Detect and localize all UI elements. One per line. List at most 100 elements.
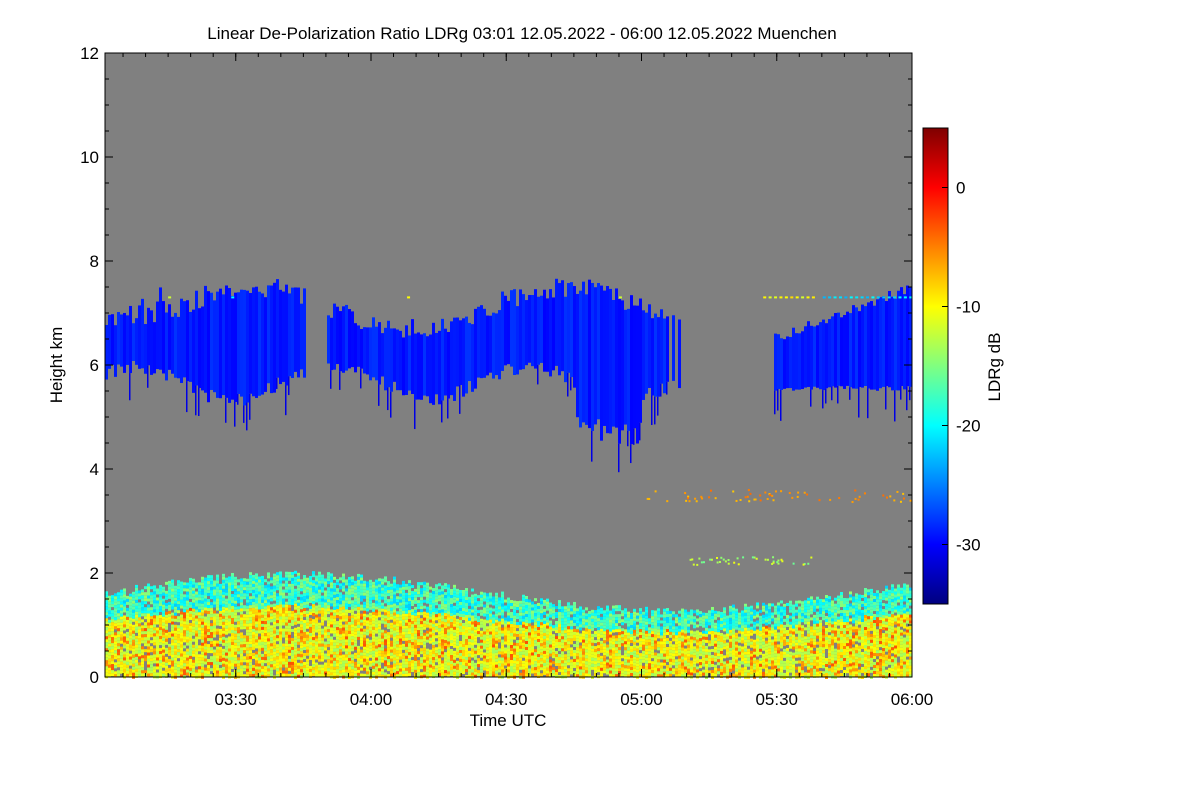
aerosol-cell xyxy=(456,660,459,664)
aerosol-cell xyxy=(222,633,225,637)
aerosol-cell xyxy=(408,652,411,656)
aerosol-cell xyxy=(456,651,459,655)
aerosol-cell xyxy=(156,597,159,601)
aerosol-cell xyxy=(498,621,501,625)
aerosol-cell xyxy=(138,671,141,675)
aerosol-cell xyxy=(630,640,633,644)
aerosol-cell xyxy=(519,627,522,631)
aerosol-cell xyxy=(639,635,642,639)
aerosol-cell xyxy=(321,628,324,632)
aerosol-cell xyxy=(135,641,138,645)
aerosol-cell xyxy=(264,615,267,619)
aerosol-cell xyxy=(357,645,360,649)
aerosol-cell xyxy=(543,608,546,612)
aerosol-cell xyxy=(306,598,309,602)
aerosol-cell xyxy=(120,607,123,611)
aerosol-cell xyxy=(630,670,633,674)
aerosol-cell xyxy=(537,632,540,636)
aerosol-cell xyxy=(213,619,216,623)
aerosol-cell xyxy=(444,673,447,677)
aerosol-cell xyxy=(486,614,489,618)
aerosol-cell xyxy=(324,608,327,612)
aerosol-cell xyxy=(504,641,507,645)
aerosol-cell xyxy=(567,620,570,624)
aerosol-cell xyxy=(351,591,354,595)
aerosol-cell xyxy=(408,613,411,617)
aerosol-cell xyxy=(525,595,528,599)
aerosol-cell xyxy=(321,601,324,605)
aerosol-cell xyxy=(513,618,516,622)
aerosol-cell xyxy=(333,618,336,622)
aerosol-cell xyxy=(387,584,390,588)
aerosol-cell xyxy=(261,608,264,612)
aerosol-cell xyxy=(279,598,282,602)
aerosol-cell xyxy=(279,634,282,638)
aerosol-cell xyxy=(114,638,117,642)
aerosol-cell xyxy=(300,627,303,631)
aerosol-cell xyxy=(420,597,423,601)
aerosol-cell xyxy=(444,667,447,671)
aerosol-cell xyxy=(627,629,630,633)
aerosol-cell xyxy=(405,661,408,665)
aerosol-cell xyxy=(315,623,318,627)
aerosol-cell xyxy=(159,597,162,601)
aerosol-cell xyxy=(378,665,381,669)
aerosol-cell xyxy=(366,644,369,648)
aerosol-cell xyxy=(237,663,240,667)
aerosol-cell xyxy=(528,629,531,633)
aerosol-cell xyxy=(630,619,633,623)
aerosol-cell xyxy=(129,641,132,645)
aerosol-cell xyxy=(231,611,234,615)
aerosol-cell xyxy=(261,668,264,672)
aerosol-cell xyxy=(162,592,165,596)
aerosol-cell xyxy=(600,640,603,644)
aerosol-cell xyxy=(378,656,381,660)
aerosol-cell xyxy=(270,577,273,581)
aerosol-cell xyxy=(294,654,297,658)
aerosol-cell xyxy=(213,592,216,596)
aerosol-cell xyxy=(615,653,618,657)
aerosol-cell xyxy=(399,644,402,648)
aerosol-cell xyxy=(393,669,396,673)
aerosol-cell xyxy=(585,619,588,623)
aerosol-cell xyxy=(147,625,150,629)
aerosol-cell xyxy=(315,641,318,645)
aerosol-cell xyxy=(324,668,327,672)
aerosol-cell xyxy=(204,661,207,665)
aerosol-cell xyxy=(558,612,561,616)
aerosol-cell xyxy=(243,641,246,645)
aerosol-cell xyxy=(207,662,210,666)
aerosol-cell xyxy=(315,584,318,588)
aerosol-cell xyxy=(114,644,117,648)
aerosol-cell xyxy=(111,595,114,599)
aerosol-cell xyxy=(402,622,405,626)
aerosol-cell xyxy=(321,598,324,602)
aerosol-cell xyxy=(240,623,243,627)
aerosol-cell xyxy=(138,596,141,600)
aerosol-cell xyxy=(147,667,150,671)
aerosol-cell xyxy=(357,621,360,625)
aerosol-cell xyxy=(201,615,204,619)
aerosol-cell xyxy=(615,617,618,621)
aerosol-cell xyxy=(177,592,180,596)
aerosol-cell xyxy=(645,657,648,661)
aerosol-cell xyxy=(624,617,627,621)
aerosol-cell xyxy=(276,575,279,579)
aerosol-cell xyxy=(249,635,252,639)
aerosol-cell xyxy=(279,607,282,611)
aerosol-cell xyxy=(462,653,465,657)
aerosol-cell xyxy=(606,629,609,633)
aerosol-cell xyxy=(399,626,402,630)
aerosol-cell xyxy=(336,630,339,634)
aerosol-cell xyxy=(387,659,390,663)
aerosol-cell xyxy=(192,596,195,600)
aerosol-cell xyxy=(258,585,261,589)
aerosol-cell xyxy=(453,587,456,591)
aerosol-cell xyxy=(267,662,270,666)
aerosol-cell xyxy=(225,652,228,656)
aerosol-cell xyxy=(480,654,483,658)
aerosol-cell xyxy=(159,609,162,613)
aerosol-cell xyxy=(504,635,507,639)
aerosol-cell xyxy=(393,627,396,631)
aerosol-cell xyxy=(189,655,192,659)
